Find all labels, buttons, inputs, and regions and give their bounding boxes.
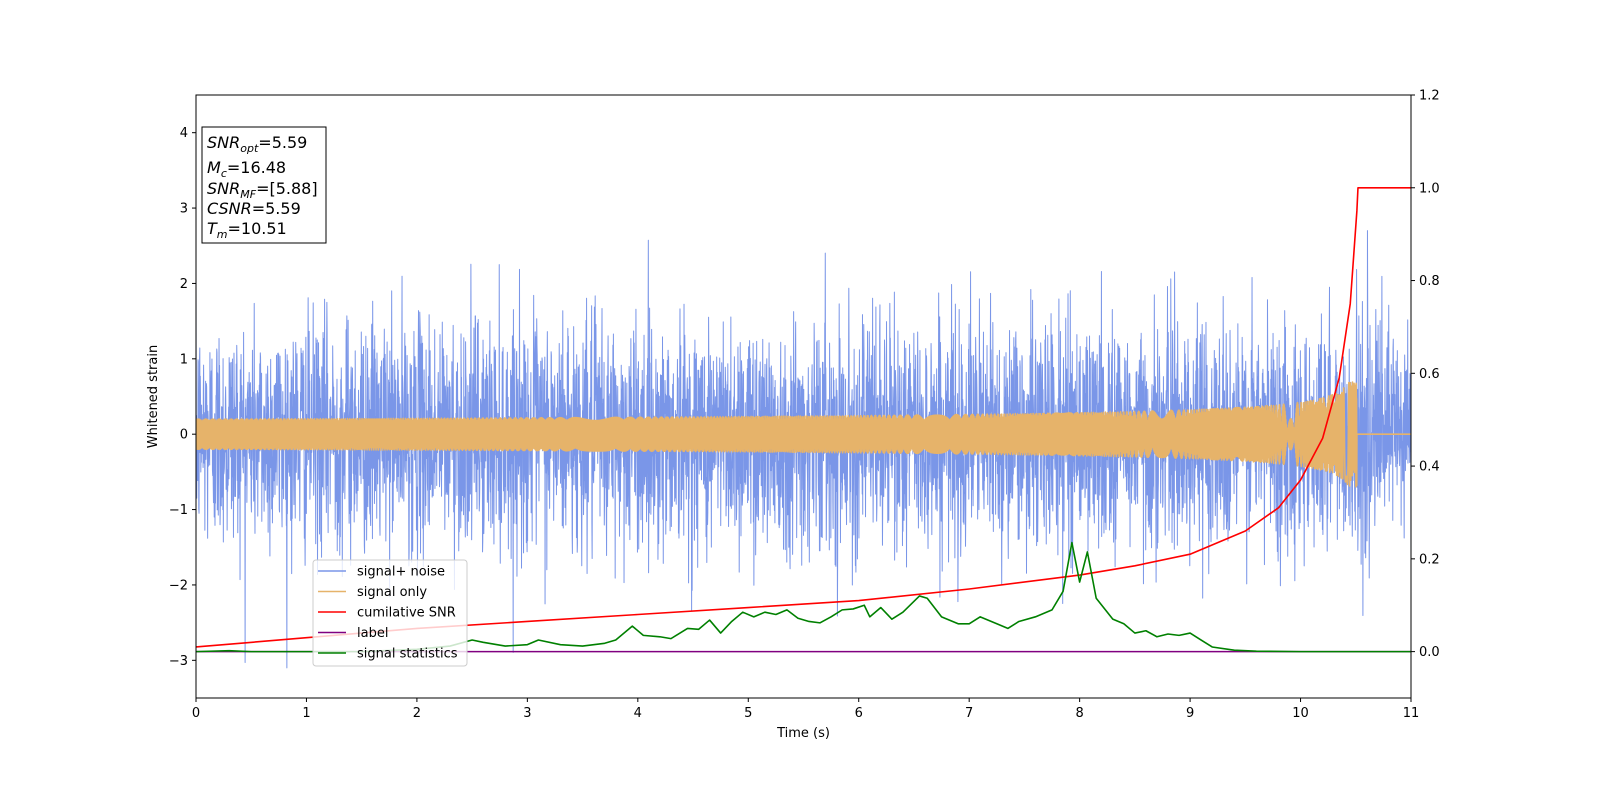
y2-tick-label-1: 0.2: [1419, 552, 1440, 567]
x-tick-label-7: 7: [965, 706, 973, 721]
y-tick-label-5: 2: [180, 277, 188, 292]
legend-label-0: signal+ noise: [357, 565, 445, 580]
x-tick-label-11: 11: [1403, 706, 1420, 721]
legend-label-3: label: [357, 626, 388, 641]
x-tick-label-6: 6: [855, 706, 863, 721]
y-tick-label-6: 3: [180, 202, 188, 217]
y-tick-label-7: 4: [180, 126, 188, 141]
x-tick-label-0: 0: [192, 706, 200, 721]
x-tick-label-10: 10: [1292, 706, 1309, 721]
y-tick-label-3: 0: [180, 428, 188, 443]
legend-label-1: signal only: [357, 585, 427, 600]
legend-frame: [312, 559, 468, 667]
info-box: SNRopt=5.59 Mc=16.48SNRMF=[5.88]CSNR=5.59…: [201, 126, 327, 244]
y-tick-label-1: −2: [169, 578, 188, 593]
legend: signal+ noise signal only cumilative SNR la…: [312, 559, 468, 667]
info-box-frame: [201, 126, 327, 244]
x-tick-label-9: 9: [1186, 706, 1194, 721]
x-tick-label-1: 1: [302, 706, 310, 721]
x-tick-label-3: 3: [523, 706, 531, 721]
series-line-2: [196, 186, 1411, 648]
legend-label-4: signal statistics: [357, 647, 458, 662]
axes: 0 1 2 3 4 5 6 7 8 9 10 11 −3 −2 −1 0 1 2 3 4 0.0 0.2 0.4 0.6 0.8…: [169, 89, 1440, 722]
y-tick-label-2: −1: [169, 503, 188, 518]
info-line-0: SNRopt=5.59: [207, 133, 307, 155]
x-tick-label-2: 2: [413, 706, 421, 721]
x-tick-label-5: 5: [744, 706, 752, 721]
y2-tick-label-6: 1.2: [1419, 89, 1440, 104]
series-line-0: [196, 230, 1411, 669]
y-tick-label-0: −3: [169, 654, 188, 669]
info-line-1: Mc=16.48: [207, 158, 286, 180]
y2-tick-label-3: 0.6: [1419, 367, 1440, 382]
x-axis-title: Time (s): [776, 726, 830, 741]
legend-label-2: cumilative SNR: [357, 606, 456, 621]
y-axis-title: Whitened strain: [146, 345, 161, 448]
x-tick-label-4: 4: [634, 706, 642, 721]
series-line-4: [196, 541, 1411, 653]
y2-tick-label-5: 1.0: [1419, 181, 1440, 196]
y2-tick-label-2: 0.4: [1419, 460, 1440, 475]
x-tick-label-8: 8: [1075, 706, 1083, 721]
y2-tick-label-4: 0.8: [1419, 274, 1440, 289]
info-line-4: Tm=10.51: [207, 219, 287, 241]
plot-frame: [195, 94, 1412, 699]
info-line-3: CSNR=5.59: [207, 199, 301, 218]
y2-tick-label-0: 0.0: [1419, 645, 1440, 660]
y-tick-label-4: 1: [180, 352, 188, 367]
info-line-2: SNRMF=[5.88]: [207, 179, 318, 201]
series-line-1: [196, 381, 1411, 488]
